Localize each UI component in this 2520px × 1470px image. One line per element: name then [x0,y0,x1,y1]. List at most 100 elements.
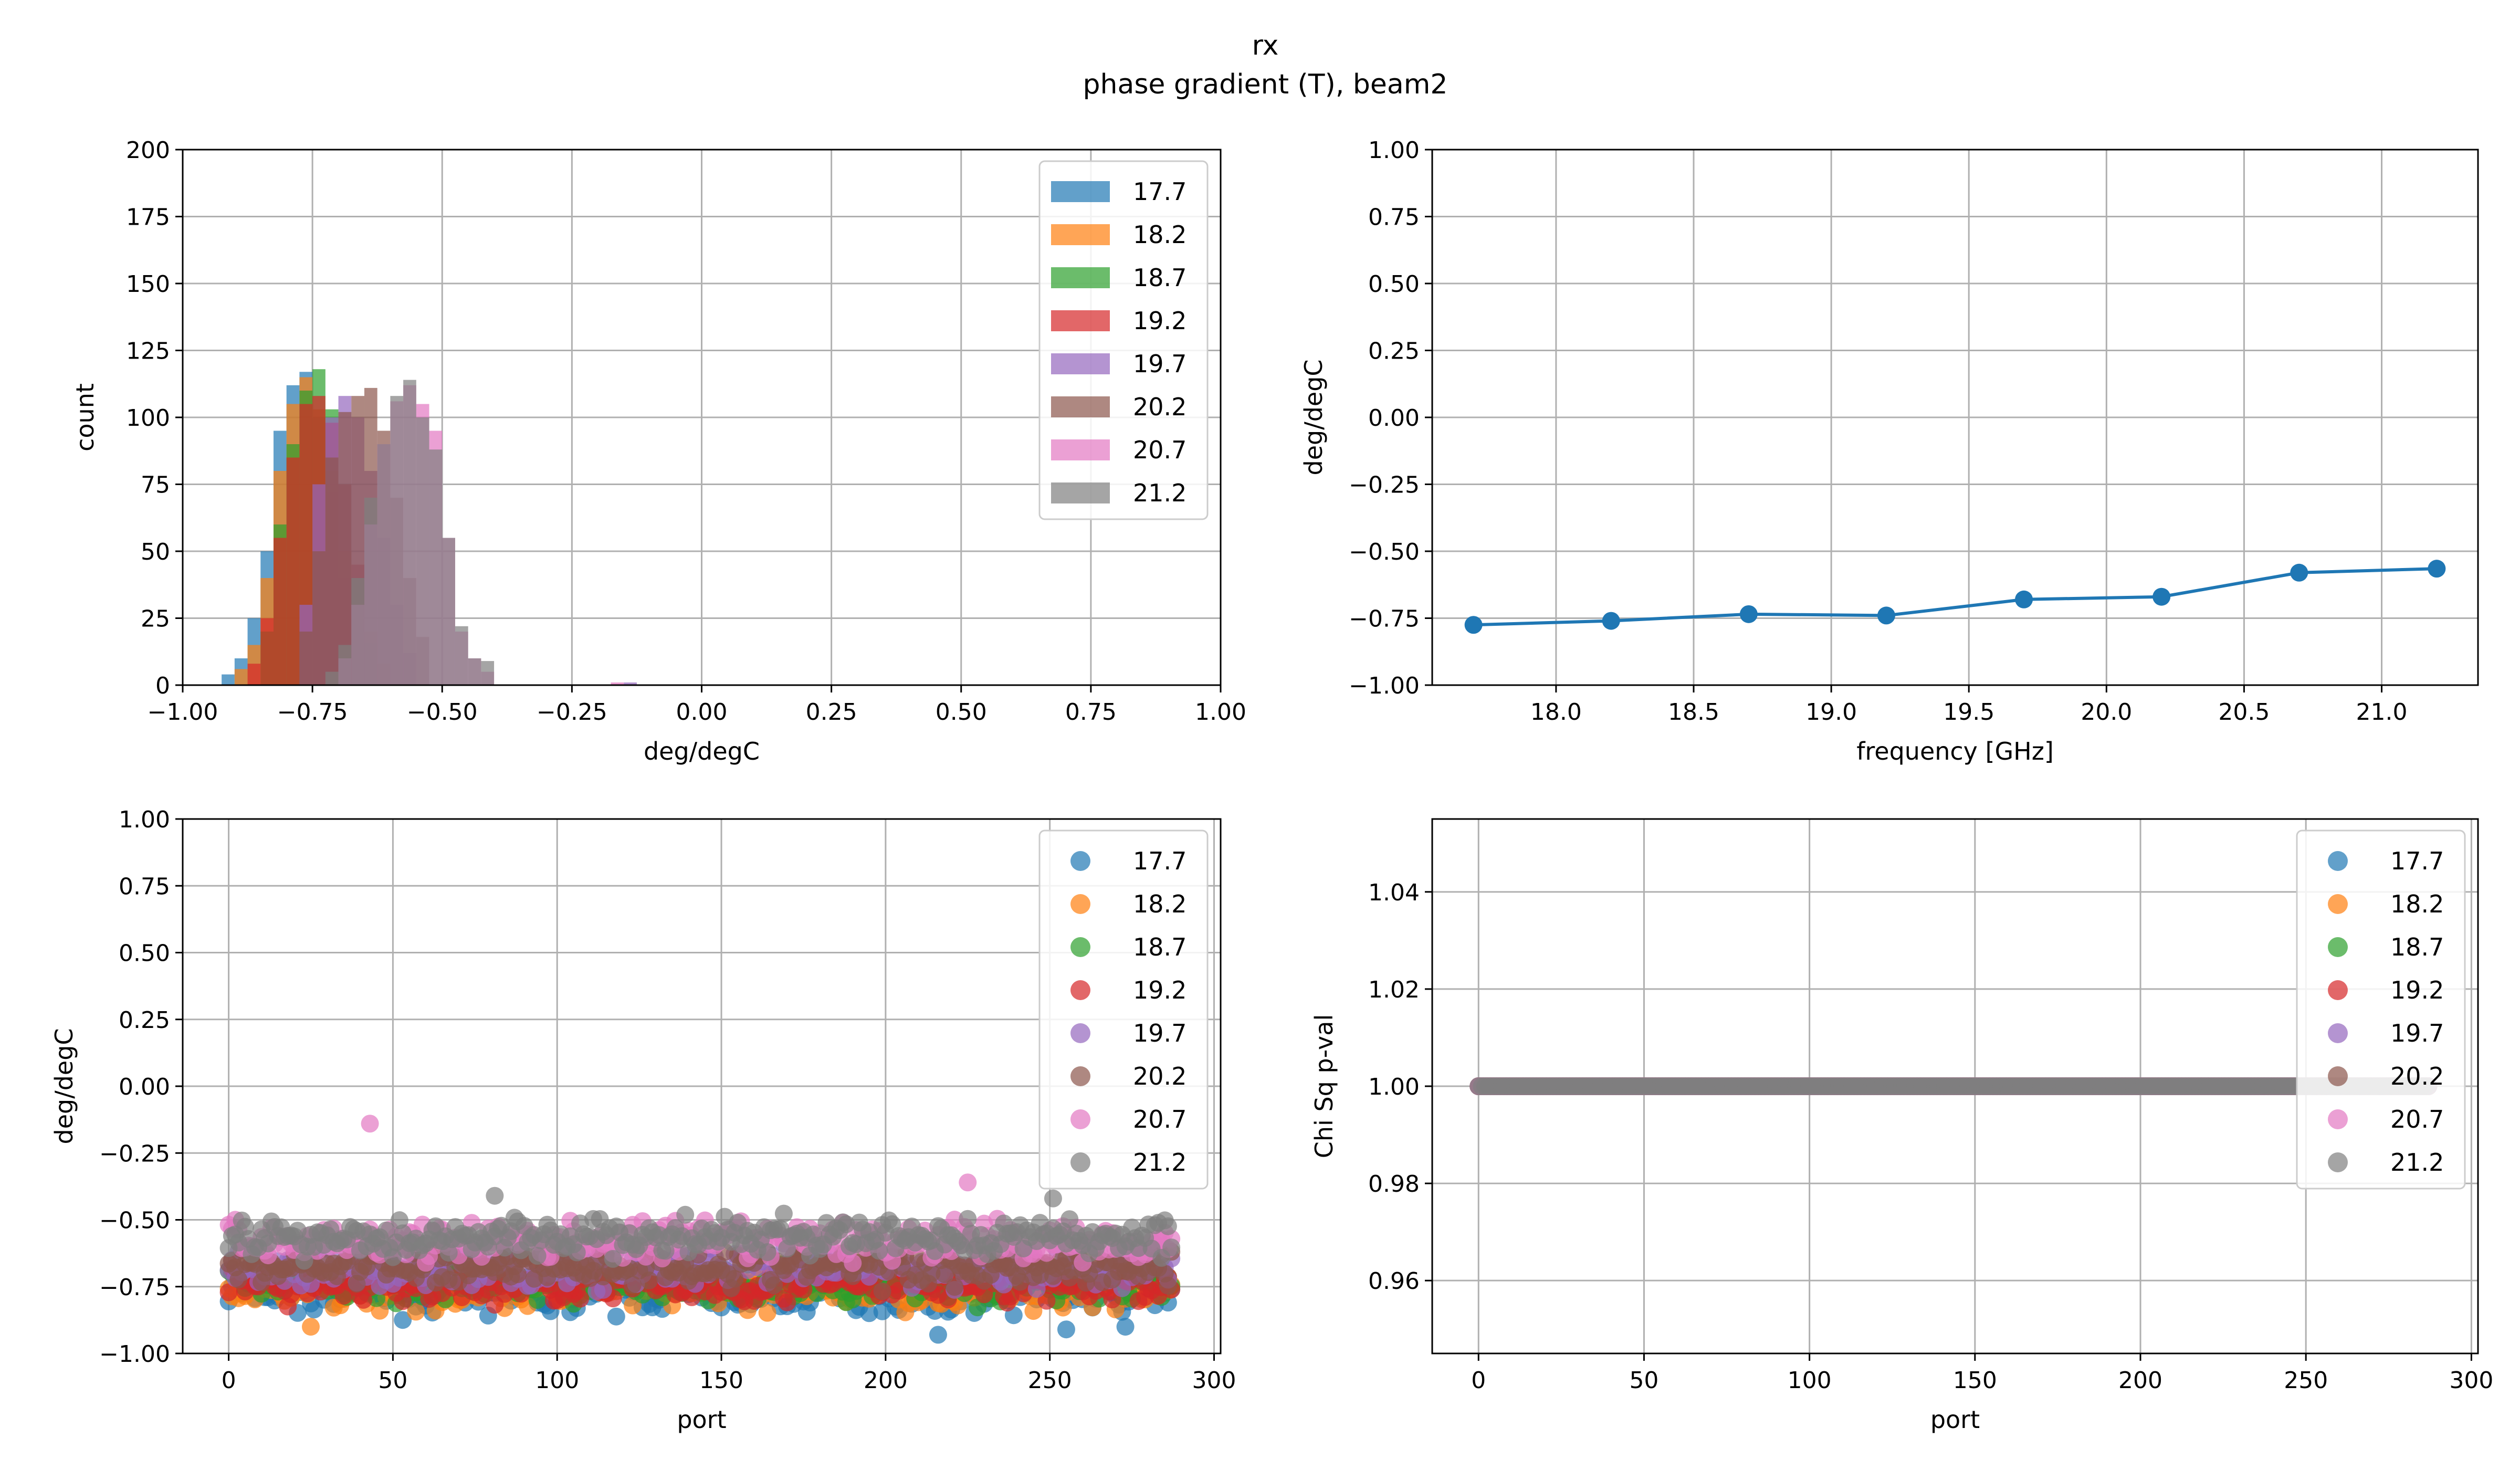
hist-bar [364,498,377,685]
hist-legend-label: 20.7 [1133,436,1186,464]
line-point [2428,560,2446,578]
hist-legend-label: 21.2 [1133,479,1186,507]
pval-y-tick-label: 1.02 [1368,976,1420,1003]
scatter-point [528,1247,547,1265]
scatter-legend-marker [1070,1109,1090,1129]
hist-x-tick-label: −0.25 [537,699,607,726]
scatter-point [873,1282,891,1300]
hist-y-tick-label: 125 [126,338,170,365]
pval-legend-label: 18.2 [2390,890,2444,918]
scatter-outlier-point [301,1318,320,1336]
scatter-point [594,1280,612,1299]
hist-y-tick-label: 75 [141,472,170,499]
pval-x-tick-label: 50 [1629,1367,1658,1394]
scatter-point [959,1210,977,1228]
pval-x-tick-label: 300 [2449,1367,2493,1394]
scatter-point [656,1242,675,1260]
hist-y-tick-label: 100 [126,405,170,432]
hist-bar [416,417,429,685]
scatter-legend-marker [1070,851,1090,871]
hist-bar [442,538,455,685]
line-x-tick-label: 19.5 [1943,699,1994,726]
hist-bar [286,457,300,685]
hist-x-tick-label: −0.75 [277,699,348,726]
scatter-x-tick-label: 150 [699,1367,743,1394]
scatter-y-axis-label: deg/degC [50,1028,78,1144]
scatter-x-tick-label: 300 [1192,1367,1236,1394]
hist-x-axis-label: deg/degC [644,737,760,765]
hist-axes-frame [182,149,1222,686]
hist-y-tick-label: 25 [141,606,170,633]
pval-legend-label: 21.2 [2390,1148,2444,1177]
line-x-tick-label: 18.0 [1530,699,1582,726]
pval-y-tick-label: 1.04 [1368,879,1420,906]
scatter-x-tick-label: 100 [535,1367,579,1394]
hist-bar [338,645,352,685]
line-axes-frame [1431,149,2479,686]
scatter-legend-marker [1070,980,1090,1000]
scatter-y-tick-label: −0.50 [99,1208,170,1234]
scatter-point [568,1243,586,1262]
pval-y-tick-label: 1.00 [1368,1074,1420,1100]
scatter-point [1060,1210,1079,1228]
hist-x-tick-label: −0.50 [407,699,478,726]
hist-bar [325,457,339,685]
hist-bar [325,671,339,685]
scatter-point [844,1254,862,1272]
hist-bar [390,396,404,685]
scatter-point [1037,1292,1056,1310]
hist-legend-label: 18.7 [1133,264,1186,292]
pval-axes-frame [1431,818,2479,1354]
pval-legend-marker [2328,1066,2348,1086]
scatter-point [528,1291,547,1309]
line-x-tick-label: 20.5 [2218,699,2270,726]
hist-legend-label: 19.2 [1133,307,1186,335]
line-point [1602,612,1620,630]
scatter-legend-marker [1070,894,1090,914]
line-y-tick-label: −0.50 [1349,539,1420,565]
hist-bar [247,664,261,685]
hist-bar [338,412,352,685]
hist-y-tick-label: 200 [126,137,170,164]
hist-legend-swatch [1051,396,1110,417]
hist-bar [222,674,235,685]
scatter-point [676,1205,695,1224]
scatter-y-tick-label: 1.00 [119,806,170,833]
scatter-x-tick-label: 250 [1028,1367,1072,1394]
scatter-y-tick-label: 0.75 [119,873,170,900]
hist-x-tick-label: 0.00 [676,699,728,726]
scatter-point [936,1265,954,1284]
scatter-point [774,1204,793,1223]
hist-bar [260,618,274,685]
scatter-point [377,1221,395,1240]
hist-y-tick-label: 150 [126,271,170,298]
line-point [2290,563,2308,582]
hist-bar [403,380,416,685]
scatter-point [778,1293,796,1311]
hist-bar [429,449,443,685]
scatter-point [295,1252,313,1270]
hist-legend-label: 18.2 [1133,220,1186,249]
hist-legend-label: 20.2 [1133,393,1186,421]
pval-legend-marker [2328,851,2348,871]
scatter-outlier-point [1057,1320,1075,1339]
hist-legend-swatch [1051,439,1110,460]
line-x-tick-label: 21.0 [2356,699,2408,726]
hist-legend-box [1038,160,1209,520]
pval-x-tick-label: 150 [1953,1367,1997,1394]
scatter-legend-label: 20.2 [1133,1062,1186,1090]
hist-legend-swatch [1051,267,1110,288]
scatter-point [946,1278,964,1296]
scatter-legend-box [1038,830,1209,1190]
scatter-y-tick-label: 0.50 [119,940,170,967]
scatter-point [640,1271,658,1289]
scatter-y-tick-label: 0.25 [119,1007,170,1034]
scatter-outlier-point [1116,1318,1135,1336]
frequency-line-panel: 18.0 18.5 19.0 19.5 20.0 20.5 21.0−1.00−0.75−0… [1299,137,2479,765]
hist-bar [611,682,624,685]
hist-x-tick-label: 1.00 [1195,699,1246,726]
scatter-outlier-point [959,1173,977,1192]
scatter-point [726,1269,744,1288]
scatter-outlier-point [929,1326,947,1344]
scatter-point [758,1243,776,1262]
